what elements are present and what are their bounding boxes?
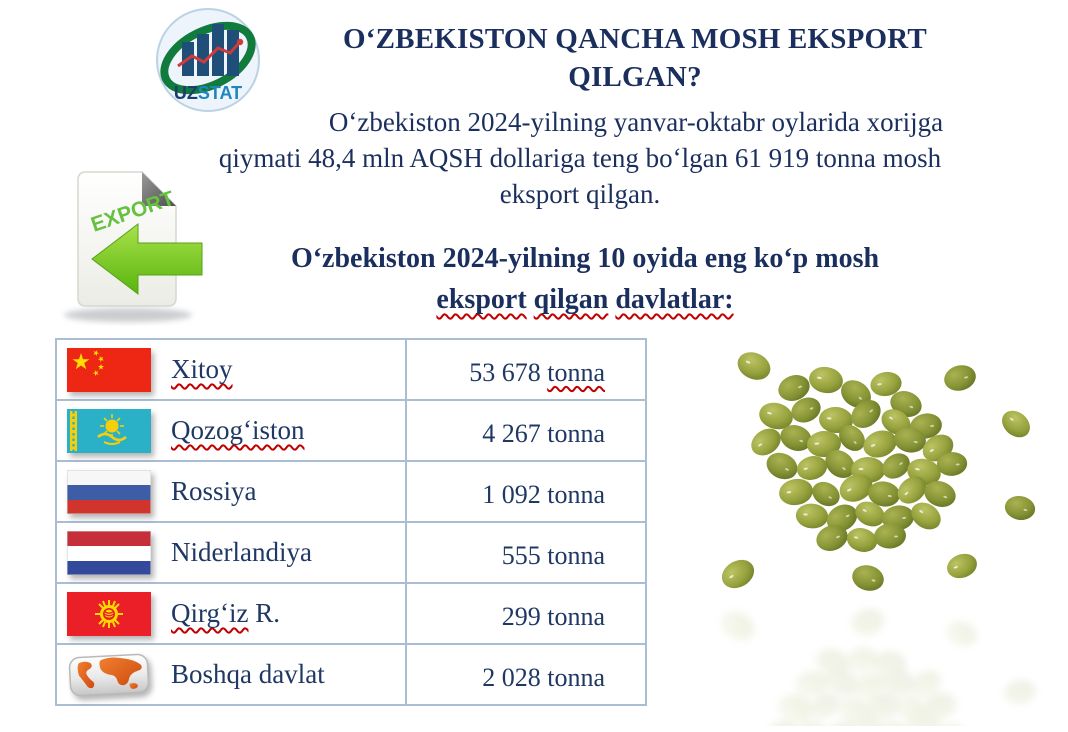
title-line2: QILGAN?: [568, 61, 702, 93]
intro-line1: O‘zbekiston 2024-yilning yanvar-oktabr o…: [328, 107, 944, 137]
tonnage-value: 2 028 tonna: [482, 662, 605, 692]
intro-paragraph: O‘zbekiston 2024-yilning yanvar-oktabr o…: [140, 104, 1020, 212]
mung-beans-photo: [716, 347, 1038, 726]
intro-line3: eksport qilgan.: [499, 179, 661, 209]
tonnage-value: 1 092 tonna: [482, 479, 605, 509]
tonnage-value: 4 267 tonna: [482, 418, 605, 448]
country-label: Niderlandiya: [171, 537, 312, 567]
table-row: Rossiya 1 092 tonna: [55, 460, 647, 523]
countries-table-body: Xitoy 53 678 tonna: [55, 338, 647, 706]
intro-line2: qiymati 48,4 mln AQSH dollariga teng bo‘…: [218, 143, 942, 173]
tonnage-value: 555 tonna: [501, 540, 605, 570]
subheading-line1: O‘zbekiston 2024-yilning 10 oyida eng ko…: [290, 243, 880, 274]
country-label: Boshqa davlat: [171, 659, 325, 689]
world-flag-icon: [67, 652, 151, 698]
export-document-icon: EXPORT: [64, 171, 203, 322]
table-row: Boshqa davlat 2 028 tonna: [55, 643, 647, 706]
logo-text: UZSTAT: [174, 83, 242, 103]
tonnage-value: 53 678 tonna: [469, 357, 605, 387]
subheading: O‘zbekiston 2024-yilning 10 oyida eng ko…: [150, 238, 1020, 320]
china-flag-icon: [67, 347, 151, 392]
country-label: Qozog‘iston: [171, 415, 305, 445]
netherlands-flag-icon: [67, 530, 151, 575]
country-label: Rossiya: [171, 476, 257, 506]
title-line1: O‘ZBEKISTON QANCHA MOSH EKSPORT: [343, 23, 927, 55]
table-row: Niderlandiya 555 tonna: [55, 521, 647, 584]
subheading-line2: eksport qilgan davlatlar:: [436, 284, 734, 315]
export-countries-table: Xitoy 53 678 tonna: [55, 338, 647, 706]
kazakhstan-flag-icon: [67, 408, 151, 453]
country-label: Xitoy: [171, 354, 233, 384]
kyrgyzstan-flag-icon: [67, 591, 151, 636]
table-row: Xitoy 53 678 tonna: [55, 338, 647, 401]
russia-flag-icon: [67, 469, 151, 514]
table-row: Qirg‘iz R. 299 tonna: [55, 582, 647, 645]
uzstat-logo-icon: UZSTAT: [156, 8, 260, 112]
country-label: Qirg‘iz R.: [171, 598, 280, 628]
page-title: O‘ZBEKISTON QANCHA MOSH EKSPORT QILGAN?: [250, 20, 1020, 96]
tonnage-value: 299 tonna: [501, 601, 605, 631]
table-row: Qozog‘iston 4 267 tonna: [55, 399, 647, 462]
